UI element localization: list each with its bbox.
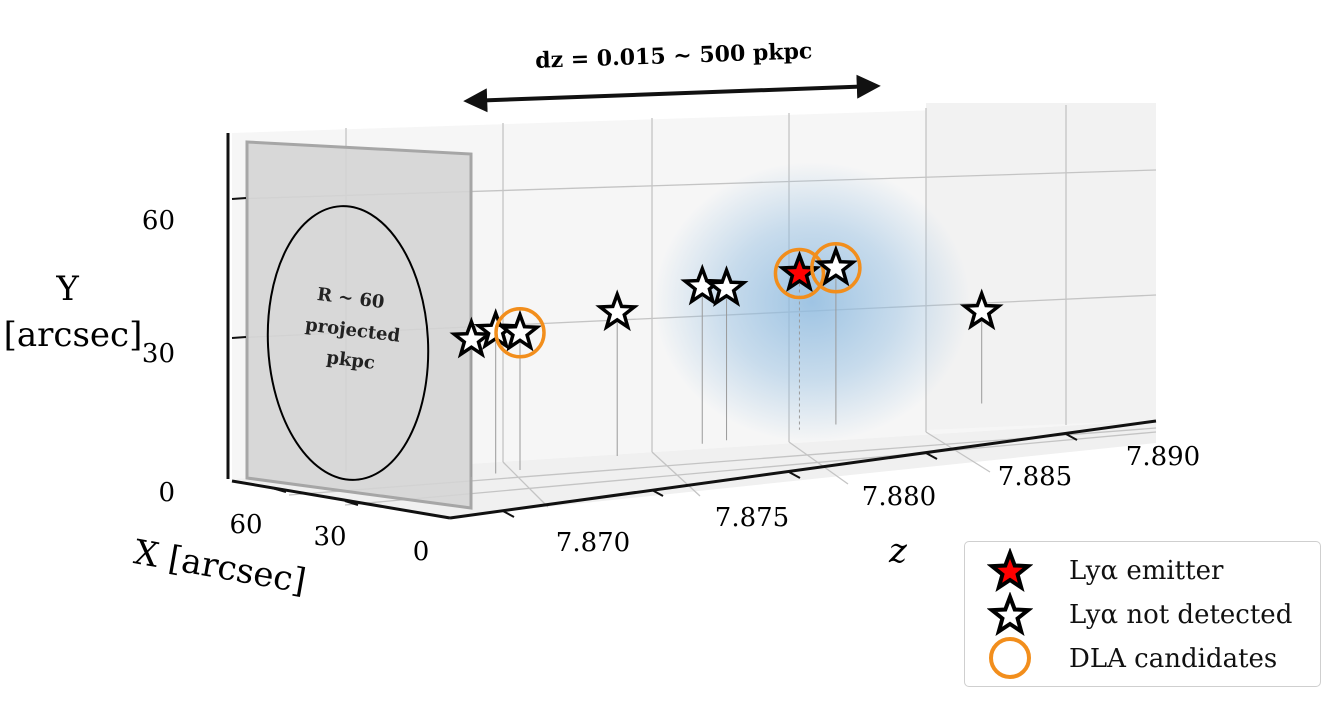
right-pane [926, 103, 1156, 430]
legend: Lyα emitter Lyα not detected DLA candida… [964, 541, 1321, 687]
y-axis-label-line1: Y [55, 269, 79, 309]
dla-candidate-ring [773, 247, 826, 300]
y-tick-label: 60 [142, 206, 175, 236]
lya-not-detected-star [959, 288, 1004, 331]
orange-circle-icon [989, 637, 1031, 679]
tick-labels: 60 30 0 60 30 0 7.870 7.875 7.880 7.885 … [142, 206, 1200, 567]
legend-entry-dla: DLA candidates [965, 636, 1320, 680]
lya-not-detected-star [704, 265, 749, 307]
x-axis-line [231, 479, 451, 520]
aperture-panel: R ~ 60 projected pkpc [245, 140, 473, 510]
x-tick-label: 0 [413, 537, 430, 567]
grid-line [925, 431, 991, 473]
legend-label: Lyα not detected [1069, 600, 1293, 630]
x-tick-label: 60 [229, 510, 262, 540]
x-tick-label: 30 [313, 522, 346, 552]
z-axis-line [449, 419, 1157, 520]
redshift-span-arrow [463, 74, 881, 113]
tick-marks [231, 197, 1078, 518]
redshift-span-label: dz = 0.015 ~ 500 pkpc [535, 38, 813, 74]
point-stems [470, 277, 983, 477]
lya-not-detected-star [449, 316, 494, 359]
grid-line [788, 441, 849, 485]
dla-candidate-ring [494, 307, 546, 359]
z-tick-label: 7.870 [556, 528, 630, 558]
legend-label: DLA candidates [1069, 644, 1278, 674]
aperture-ellipse [266, 205, 430, 481]
legend-entry-not-detected: Lyα not detected [965, 592, 1320, 636]
x-axis-label: X [arcsec] [131, 532, 309, 602]
dla-candidate-ring [810, 242, 862, 294]
axis-lines [226, 133, 1157, 520]
lya-not-detected-star [813, 244, 858, 287]
white-star-icon [987, 592, 1033, 636]
data-points [449, 242, 1004, 359]
y-axis-label: Y [arcsec] [4, 269, 143, 355]
z-tick-label: 7.875 [715, 503, 789, 533]
lya-not-detected-star [498, 309, 542, 352]
z-tick-label: 7.880 [862, 482, 936, 512]
lya-not-detected-star [595, 289, 640, 332]
aperture-plane [245, 140, 473, 510]
redshift-span-annotation: dz = 0.015 ~ 500 pkpc [463, 38, 881, 113]
legend-label: Lyα emitter [1069, 556, 1224, 586]
z-axis-label: z [888, 531, 908, 571]
red-star-icon [987, 548, 1033, 592]
z-tick-label: 7.885 [998, 462, 1072, 492]
legend-entry-emitter: Lyα emitter [965, 548, 1320, 592]
grid-line [651, 451, 701, 497]
halo-glow [654, 162, 970, 442]
grid-line [344, 431, 1157, 506]
grid-line [502, 461, 549, 508]
y-tick-label: 0 [158, 478, 175, 508]
y-axis-label-line2: [arcsec] [4, 315, 143, 355]
y-tick-label: 30 [142, 339, 175, 369]
z-tick-label: 7.890 [1126, 442, 1200, 472]
